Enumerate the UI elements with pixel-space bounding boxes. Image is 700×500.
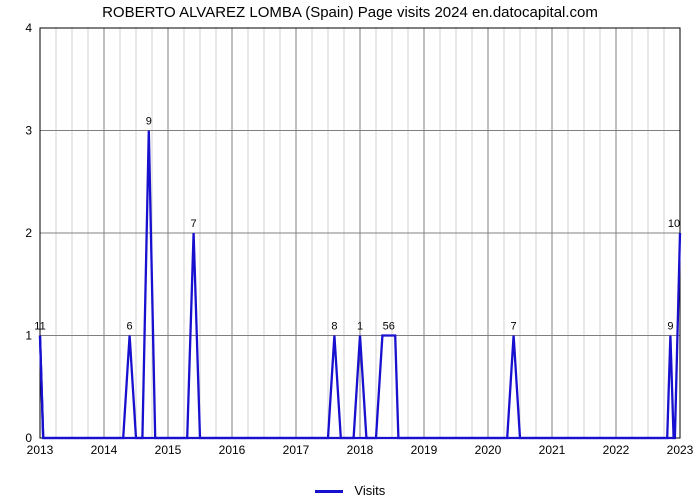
svg-text:3: 3 [25, 124, 32, 138]
svg-text:2023: 2023 [667, 443, 694, 457]
visits-line-chart: 2013201420152016201720182019202020212022… [0, 0, 700, 470]
svg-text:2021: 2021 [539, 443, 566, 457]
svg-text:2017: 2017 [283, 443, 310, 457]
svg-text:2016: 2016 [219, 443, 246, 457]
svg-text:9: 9 [667, 321, 673, 333]
svg-text:0: 0 [25, 431, 32, 445]
svg-text:6: 6 [127, 321, 133, 333]
svg-text:2013: 2013 [27, 443, 54, 457]
chart-legend: Visits [0, 483, 700, 498]
svg-text:2014: 2014 [91, 443, 118, 457]
svg-text:7: 7 [511, 321, 517, 333]
svg-text:4: 4 [25, 21, 32, 35]
svg-text:2: 2 [25, 226, 32, 240]
svg-text:9: 9 [146, 116, 152, 128]
svg-text:2015: 2015 [155, 443, 182, 457]
svg-text:11: 11 [34, 321, 45, 333]
legend-label: Visits [354, 483, 385, 498]
svg-text:8: 8 [331, 321, 337, 333]
svg-text:2019: 2019 [411, 443, 438, 457]
svg-text:7: 7 [191, 218, 197, 230]
svg-text:1: 1 [25, 329, 32, 343]
svg-text:2020: 2020 [475, 443, 502, 457]
svg-text:10: 10 [668, 218, 680, 230]
svg-text:56: 56 [383, 321, 395, 333]
svg-text:2018: 2018 [347, 443, 374, 457]
svg-text:2022: 2022 [603, 443, 630, 457]
svg-text:1: 1 [357, 321, 363, 333]
legend-swatch [315, 490, 343, 493]
